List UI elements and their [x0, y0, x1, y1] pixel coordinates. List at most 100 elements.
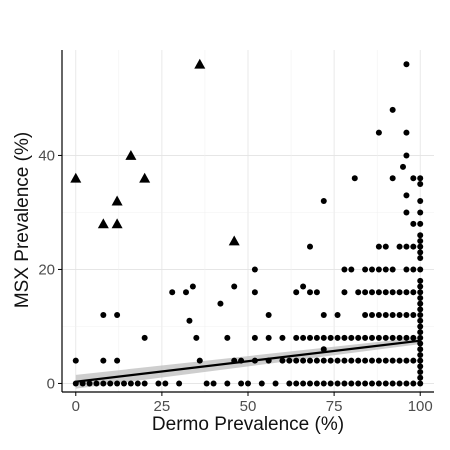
circle-point	[320, 312, 327, 319]
x-axis-title: Dermo Prevalence (%)	[152, 414, 344, 435]
circle-point	[375, 243, 382, 250]
circle-point	[389, 357, 396, 364]
circle-point	[100, 312, 107, 319]
circle-point	[369, 312, 375, 319]
triangle-point	[70, 172, 82, 183]
circle-point	[355, 334, 362, 341]
circle-point	[410, 175, 417, 182]
circle-point	[193, 334, 200, 341]
circle-point	[389, 175, 396, 182]
circle-point	[417, 232, 424, 239]
circle-point	[258, 380, 265, 387]
circle-point	[362, 380, 369, 387]
circle-point	[417, 198, 424, 205]
circle-point	[114, 357, 121, 364]
circle-point	[417, 317, 424, 324]
circle-point	[382, 243, 389, 250]
circle-point	[293, 357, 300, 364]
circle-point	[313, 289, 320, 296]
circle-point	[224, 380, 231, 387]
circle-point	[334, 312, 341, 319]
circle-point	[196, 357, 203, 364]
circle-point	[400, 163, 406, 170]
circle-point	[396, 357, 403, 364]
circle-point	[369, 266, 375, 273]
circle-point	[417, 289, 424, 296]
circle-point	[382, 334, 389, 341]
circle-point	[300, 334, 307, 341]
circle-point	[93, 380, 100, 387]
circle-point	[362, 357, 369, 364]
circle-point	[382, 380, 389, 387]
circle-point	[217, 300, 224, 307]
circle-point	[114, 380, 121, 387]
circle-point	[127, 380, 134, 387]
y-axis-title: MSX Prevalence (%)	[12, 132, 33, 308]
circle-point	[186, 317, 193, 324]
circle-point	[245, 380, 251, 387]
triangle-point	[194, 58, 206, 69]
circle-point	[382, 312, 389, 319]
circle-point	[396, 289, 403, 296]
circle-point	[396, 312, 403, 319]
circle-point	[313, 357, 320, 364]
circle-point	[417, 323, 424, 330]
circle-point	[348, 357, 355, 364]
circle-point	[417, 312, 424, 319]
circle-point	[286, 380, 293, 387]
circle-point	[300, 380, 307, 387]
circle-point	[293, 289, 300, 296]
circle-point	[362, 312, 369, 319]
circle-point	[327, 357, 334, 364]
triangle-point	[139, 172, 151, 183]
circle-point	[251, 289, 258, 296]
y-tick-label: 20	[38, 261, 55, 278]
circle-point	[417, 369, 424, 376]
circle-point	[382, 357, 389, 364]
circle-point	[389, 380, 396, 387]
circle-point	[313, 380, 320, 387]
circle-point	[334, 334, 341, 341]
circle-point	[348, 334, 355, 341]
circle-point	[410, 220, 417, 227]
circle-point	[320, 346, 327, 353]
circle-point	[410, 266, 417, 273]
circle-point	[369, 334, 375, 341]
circle-point	[389, 266, 396, 273]
circle-point	[403, 129, 410, 136]
circle-point	[417, 357, 424, 364]
circle-point	[362, 334, 369, 341]
circle-point	[417, 374, 424, 381]
circle-point	[417, 380, 424, 387]
circle-point	[417, 220, 424, 227]
circle-point	[210, 380, 217, 387]
circle-point	[369, 380, 375, 387]
circle-point	[369, 289, 375, 296]
circle-point	[417, 294, 424, 301]
circle-point	[300, 357, 307, 364]
circle-point	[293, 380, 300, 387]
circle-point	[403, 209, 410, 216]
circle-point	[293, 334, 300, 341]
circle-point	[189, 283, 196, 290]
circle-point	[396, 380, 403, 387]
y-tick-label: 40	[38, 147, 55, 164]
circle-point	[251, 334, 258, 341]
circle-point	[100, 380, 107, 387]
circle-point	[355, 380, 362, 387]
circle-point	[313, 334, 320, 341]
circle-point	[307, 380, 313, 387]
circle-point	[238, 380, 245, 387]
circle-point	[410, 357, 417, 364]
circle-point	[417, 277, 424, 284]
circle-point	[265, 334, 272, 341]
circle-point	[417, 237, 424, 244]
circle-point	[307, 334, 313, 341]
circle-point	[72, 357, 79, 364]
circle-point	[403, 192, 410, 199]
circle-point	[286, 357, 293, 364]
circle-point	[403, 152, 410, 159]
circle-point	[417, 249, 424, 256]
triangle-point	[111, 195, 123, 206]
